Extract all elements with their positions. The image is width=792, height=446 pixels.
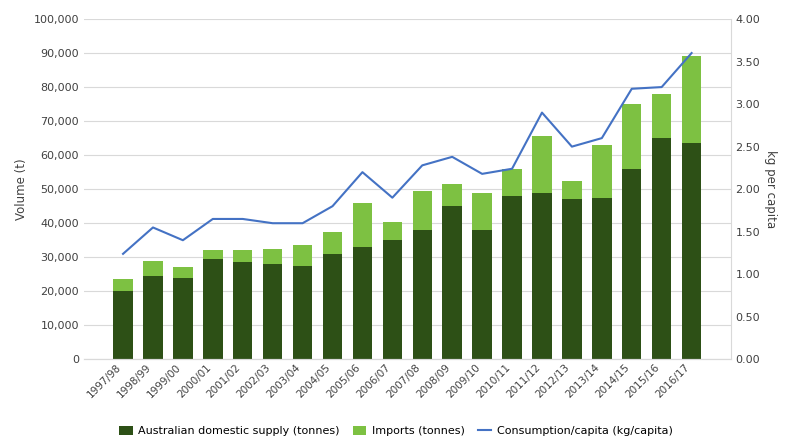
Bar — [682, 143, 702, 359]
Consumption/capita (kg/capita) — [627, 86, 637, 91]
Consumption/capita (kg/capita) — [567, 144, 577, 149]
Bar — [263, 249, 283, 264]
Y-axis label: kg per capita: kg per capita — [764, 150, 777, 228]
Bar — [502, 196, 522, 359]
Bar — [562, 199, 581, 359]
Bar — [143, 260, 162, 276]
Line: Consumption/capita (kg/capita): Consumption/capita (kg/capita) — [123, 53, 691, 254]
Bar — [652, 138, 672, 359]
Consumption/capita (kg/capita) — [118, 251, 128, 256]
Bar — [443, 184, 462, 206]
Bar — [263, 264, 283, 359]
Bar — [352, 247, 372, 359]
Bar — [173, 268, 192, 278]
Bar — [472, 230, 492, 359]
Bar — [203, 251, 223, 259]
Consumption/capita (kg/capita) — [687, 50, 696, 56]
Bar — [383, 240, 402, 359]
Bar — [323, 254, 342, 359]
Consumption/capita (kg/capita) — [447, 154, 457, 160]
Bar — [293, 245, 312, 266]
Bar — [532, 193, 552, 359]
Bar — [592, 198, 611, 359]
Bar — [682, 57, 702, 143]
Bar — [143, 276, 162, 359]
Legend: Australian domestic supply (tonnes), Imports (tonnes), Consumption/capita (kg/ca: Australian domestic supply (tonnes), Imp… — [115, 421, 677, 441]
Bar — [293, 266, 312, 359]
Bar — [472, 193, 492, 230]
Consumption/capita (kg/capita) — [208, 216, 218, 222]
Consumption/capita (kg/capita) — [387, 195, 397, 200]
Bar — [383, 222, 402, 240]
Bar — [352, 203, 372, 247]
Bar — [592, 145, 611, 198]
Consumption/capita (kg/capita) — [417, 163, 427, 168]
Consumption/capita (kg/capita) — [508, 166, 517, 171]
Bar — [413, 191, 432, 230]
Bar — [113, 279, 133, 291]
Bar — [532, 136, 552, 193]
Bar — [443, 206, 462, 359]
Bar — [622, 104, 642, 169]
Consumption/capita (kg/capita) — [328, 203, 337, 209]
Consumption/capita (kg/capita) — [178, 238, 188, 243]
Consumption/capita (kg/capita) — [657, 84, 666, 90]
Bar — [652, 94, 672, 138]
Consumption/capita (kg/capita) — [238, 216, 247, 222]
Consumption/capita (kg/capita) — [148, 225, 158, 230]
Bar — [413, 230, 432, 359]
Bar — [323, 232, 342, 254]
Consumption/capita (kg/capita) — [478, 171, 487, 177]
Consumption/capita (kg/capita) — [268, 220, 277, 226]
Bar — [113, 291, 133, 359]
Bar — [562, 181, 581, 199]
Bar — [173, 278, 192, 359]
Consumption/capita (kg/capita) — [537, 110, 546, 115]
Consumption/capita (kg/capita) — [358, 169, 367, 175]
Bar — [502, 169, 522, 196]
Bar — [203, 259, 223, 359]
Consumption/capita (kg/capita) — [298, 220, 307, 226]
Bar — [622, 169, 642, 359]
Bar — [233, 262, 253, 359]
Consumption/capita (kg/capita) — [597, 136, 607, 141]
Y-axis label: Volume (t): Volume (t) — [15, 158, 28, 220]
Bar — [233, 251, 253, 262]
